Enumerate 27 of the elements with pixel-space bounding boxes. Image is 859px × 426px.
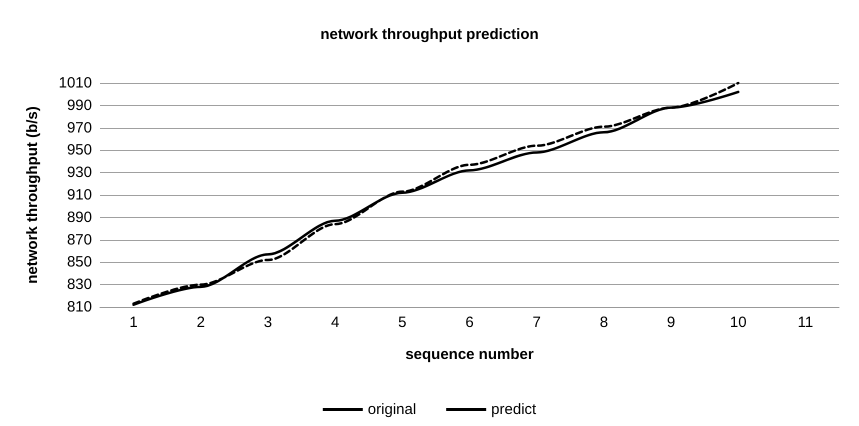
- y-tick-label: 870: [66, 231, 92, 248]
- y-tick-label: 810: [66, 298, 92, 316]
- x-tick-label: 3: [264, 314, 272, 331]
- y-tick-label: 830: [66, 276, 92, 294]
- y-axis-title: network throughput (b/s): [24, 106, 41, 284]
- x-tick-label: 5: [398, 314, 406, 331]
- y-tick-label: 930: [66, 164, 92, 182]
- y-tick-label: 1010: [58, 74, 92, 92]
- legend-label: predict: [491, 401, 538, 418]
- legend-label: original: [368, 401, 416, 418]
- y-tick-label: 890: [66, 208, 92, 226]
- y-tick-label: 950: [66, 142, 92, 159]
- x-tick-label: 10: [730, 314, 747, 331]
- y-tick-label: 850: [66, 254, 92, 271]
- x-tick-label: 1: [129, 314, 138, 331]
- x-tick-label: 6: [465, 314, 474, 331]
- x-axis-title: sequence number: [405, 346, 534, 363]
- x-tick-label: 7: [532, 314, 541, 331]
- chart-title: network throughput prediction: [320, 26, 539, 43]
- x-tick-label: 8: [600, 314, 608, 331]
- y-tick-label: 970: [66, 119, 92, 136]
- x-tick-label: 11: [798, 314, 814, 331]
- x-tick-label: 9: [666, 314, 676, 331]
- x-tick-label: 4: [330, 314, 340, 331]
- x-tick-label: 2: [196, 314, 205, 331]
- y-tick-label: 990: [66, 96, 92, 114]
- y-tick-label: 910: [66, 186, 92, 204]
